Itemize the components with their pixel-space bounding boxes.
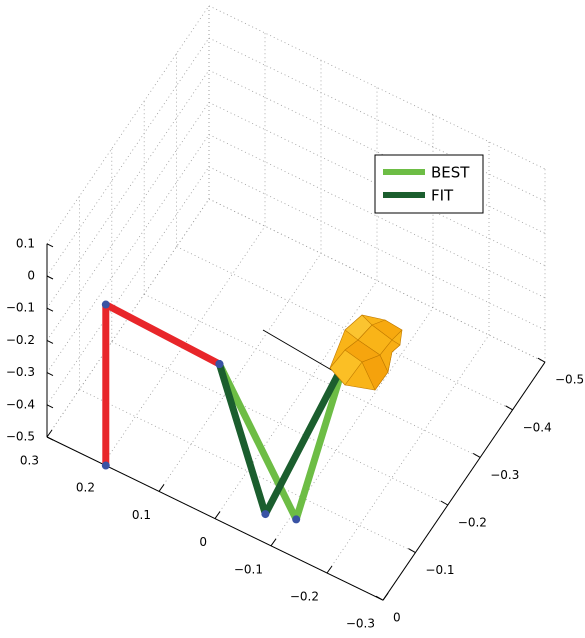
z-tick: [47, 405, 53, 408]
y-tick-label: −0.4: [523, 420, 552, 434]
vertex-marker: [215, 360, 223, 368]
z-tick-label: 0: [27, 269, 35, 283]
z-tick: [47, 308, 53, 311]
series-line: [219, 362, 344, 520]
legend: BEST FIT: [375, 155, 483, 213]
z-tick: [47, 340, 53, 343]
x-tick-label: −0.1: [234, 562, 263, 576]
vertex-marker: [292, 515, 300, 523]
z-tick-label: 0.1: [16, 236, 35, 250]
z-tick-label: −0.3: [6, 365, 35, 379]
chart: −0.3 −0.2 −0.1 0 0.1 0.2 0.3 −0.5 −0.4 −0.3 −0.2 −0…: [0, 0, 585, 638]
grid-line: [47, 38, 209, 276]
z-tick: [47, 437, 53, 440]
x-tick: [383, 593, 388, 600]
y-tick: [473, 453, 480, 457]
z-tick-label: −0.5: [6, 430, 35, 444]
y-tick: [408, 549, 415, 553]
z-tick: [47, 373, 53, 376]
x-tick: [159, 484, 164, 491]
z-tick: [47, 276, 53, 279]
x-tick: [47, 430, 52, 437]
x-tick-label: −0.2: [290, 590, 319, 604]
x-tick-label: 0.2: [76, 481, 95, 495]
vertex-marker: [102, 462, 110, 470]
grid-line: [47, 102, 209, 340]
grid-line: [47, 70, 209, 308]
x-tick: [271, 539, 276, 546]
vertex-marker: [261, 510, 269, 518]
y-tick: [538, 358, 545, 362]
pointer-line: [263, 330, 335, 372]
z-tick: [47, 244, 53, 247]
series-line: [106, 305, 220, 466]
plot-area: −0.3 −0.2 −0.1 0 0.1 0.2 0.3 −0.5 −0.4 −0.3 −0.2 −0…: [6, 6, 584, 631]
grid-line: [47, 6, 209, 244]
x-tick: [327, 566, 332, 573]
y-tick-label: −0.5: [555, 373, 584, 387]
vertex-marker: [102, 301, 110, 309]
y-tick: [376, 596, 383, 600]
y-tick-label: −0.2: [458, 516, 487, 530]
x-tick-label: 0.3: [20, 454, 39, 468]
x-tick-label: 0: [199, 535, 207, 549]
hand-model: [330, 315, 402, 390]
z-tick-label: −0.1: [6, 301, 35, 315]
y-tick-label: −0.1: [425, 563, 454, 577]
y-tick: [441, 501, 448, 505]
z-tick-label: −0.2: [6, 333, 35, 347]
grid-line: [47, 167, 209, 405]
y-tick-label: 0: [393, 611, 401, 625]
z-tick-label: −0.4: [6, 397, 35, 411]
legend-label: FIT: [431, 187, 454, 205]
x-tick-label: −0.3: [346, 617, 375, 631]
legend-label: BEST: [431, 164, 470, 182]
y-tick-label: −0.3: [490, 468, 519, 482]
y-axis: [383, 362, 545, 600]
x-tick: [215, 512, 220, 519]
x-tick-label: 0.1: [132, 508, 151, 522]
y-tick: [506, 406, 513, 410]
grid-line: [47, 135, 209, 373]
